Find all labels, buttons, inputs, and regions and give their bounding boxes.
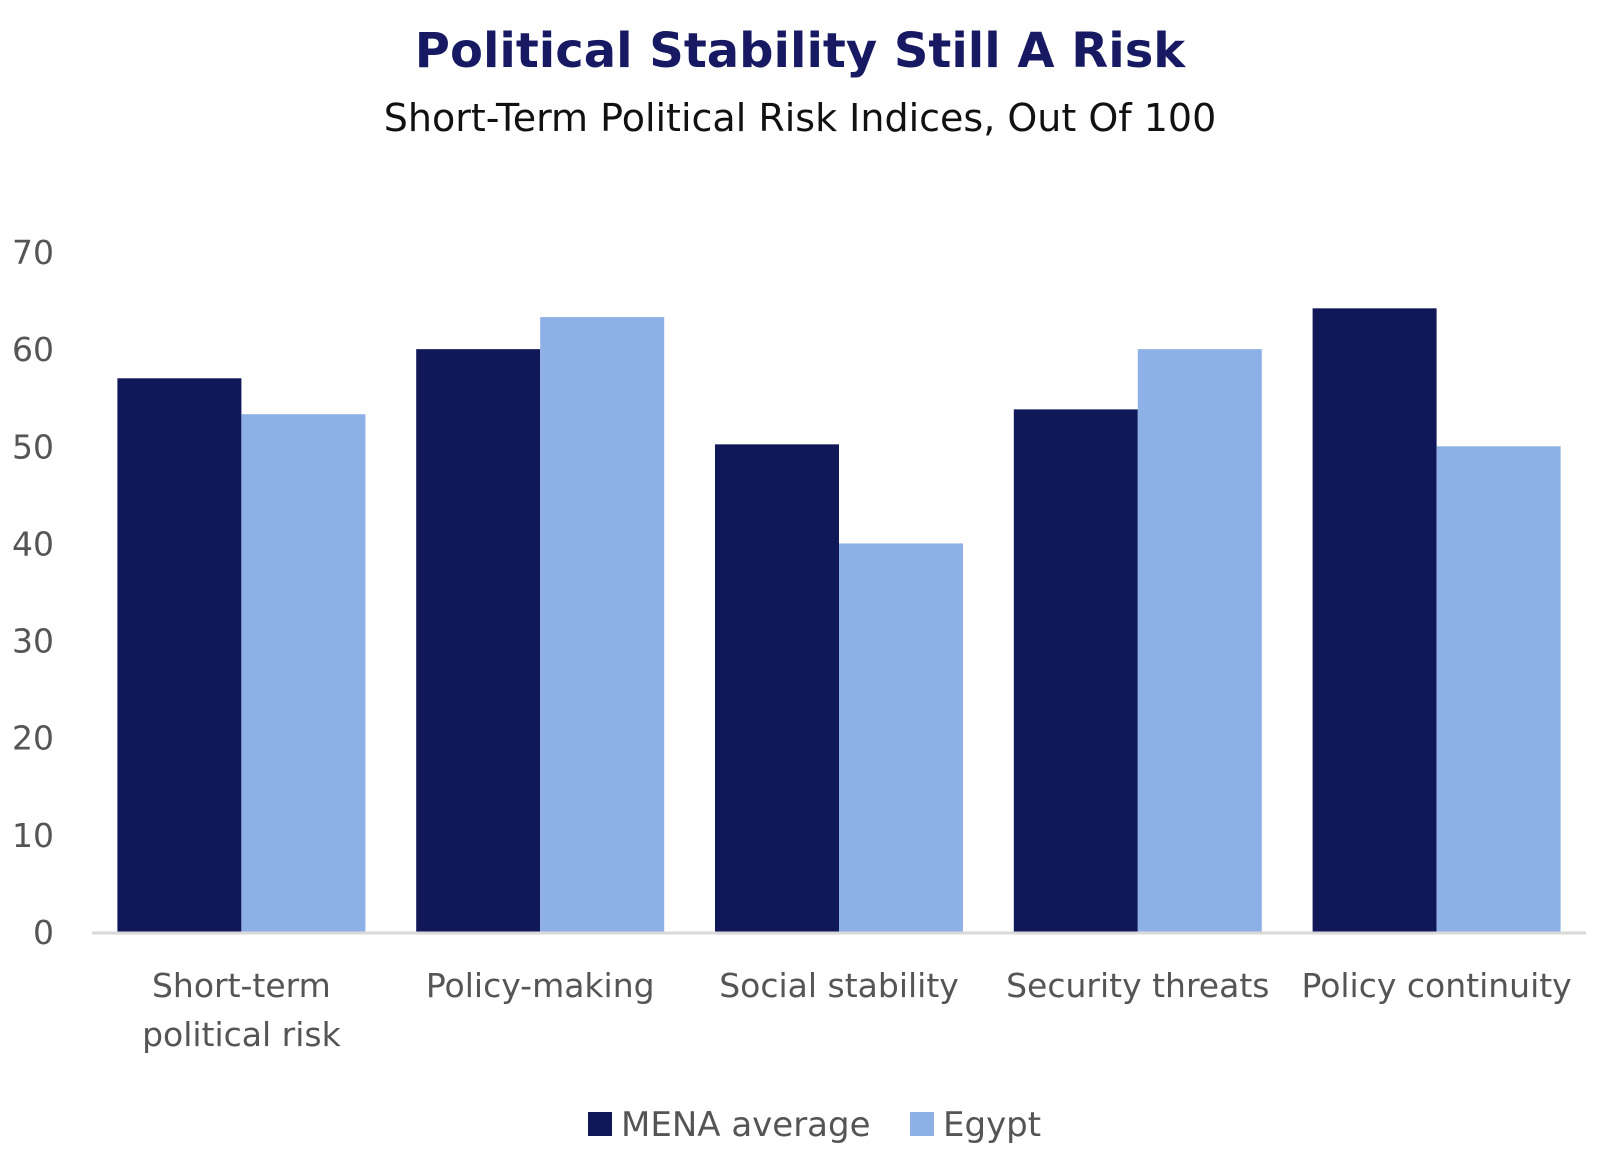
bar-egypt [839, 543, 963, 932]
bar-mena-average [117, 378, 242, 932]
y-tick-label: 60 [12, 330, 54, 369]
y-axis: 0 10 20 30 40 50 60 70 [12, 233, 54, 952]
bar-mena-average [1013, 409, 1138, 932]
legend-swatch [910, 1112, 934, 1136]
y-tick-label: 40 [12, 524, 54, 563]
chart-title: Political Stability Still A Risk [415, 23, 1186, 79]
x-axis: Short-term political risk Policy-making Soc… [142, 966, 1572, 1054]
x-tick-label: Security threats [1006, 966, 1269, 1005]
legend-label: MENA average [621, 1105, 871, 1145]
legend: MENA average Egypt [588, 1105, 1041, 1145]
y-tick-label: 50 [12, 427, 54, 466]
bar-egypt [540, 317, 665, 933]
x-tick-label: Social stability [719, 966, 959, 1005]
bar-egypt [241, 414, 366, 932]
y-tick-label: 10 [12, 816, 54, 855]
x-tick-label: political risk [142, 1015, 342, 1054]
chart-subtitle: Short-Term Political Risk Indices, Out O… [384, 96, 1217, 140]
x-tick-label: Policy-making [426, 966, 655, 1005]
legend-label: Egypt [943, 1105, 1041, 1145]
y-tick-label: 20 [12, 719, 54, 758]
bar-egypt [1436, 446, 1561, 932]
bar-mena-average [715, 444, 839, 932]
bar-group [117, 308, 1561, 933]
y-tick-label: 70 [12, 233, 54, 272]
bar-mena-average [1312, 308, 1437, 932]
bar-egypt [1137, 349, 1262, 933]
y-tick-label: 30 [12, 622, 54, 661]
x-tick-label: Short-term [152, 966, 331, 1005]
y-tick-label: 0 [33, 913, 54, 952]
x-tick-label: Policy continuity [1301, 966, 1571, 1005]
legend-swatch [588, 1112, 612, 1136]
bar-mena-average [416, 349, 541, 933]
